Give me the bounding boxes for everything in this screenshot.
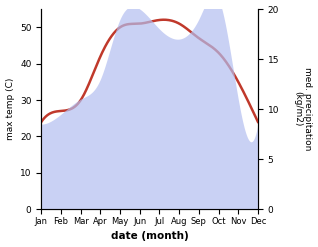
X-axis label: date (month): date (month) <box>111 231 189 242</box>
Y-axis label: max temp (C): max temp (C) <box>5 78 15 140</box>
Y-axis label: med. precipitation
(kg/m2): med. precipitation (kg/m2) <box>293 67 313 151</box>
